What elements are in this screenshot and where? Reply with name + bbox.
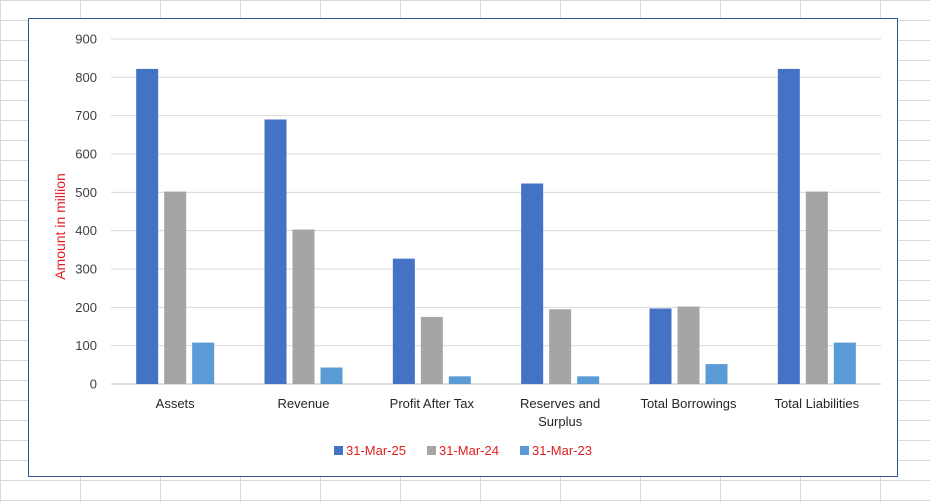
bar [192,342,215,384]
bar [677,306,700,384]
bar [805,191,828,384]
bar [577,376,600,384]
y-tick-label: 700 [75,108,97,123]
bar [136,68,159,385]
x-category-label: Revenue [277,396,329,411]
legend-label: 31-Mar-24 [439,443,499,458]
x-category-label: Profit After Tax [390,396,475,411]
y-tick-label: 100 [75,338,97,353]
bar [833,342,856,384]
bar [649,308,672,384]
gridlines [111,38,881,385]
bar [264,119,287,384]
bar [521,183,544,384]
legend-swatch [427,446,436,455]
bar [549,309,572,384]
y-axis-label: Amount in million [52,173,68,280]
bar [777,68,800,385]
x-category-label: Reserves and Surplus [520,396,600,429]
y-tick-label: 800 [75,70,97,85]
x-category-label: Assets [156,396,196,411]
x-category-label: Total Liabilities [775,396,860,411]
bar [392,258,415,384]
x-axis-categories: Assets Revenue Profit After Tax Reserves an… [156,396,860,429]
chart-area: 0 100 200 300 400 500 600 700 800 900 Assets Reven… [28,18,898,477]
legend-swatch [520,446,529,455]
legend-swatch [334,446,343,455]
legend-label: 31-Mar-23 [532,443,592,458]
bar [420,316,443,384]
y-tick-label: 900 [75,32,97,47]
bar [320,367,343,384]
y-tick-label: 300 [75,262,97,277]
bar [164,191,187,384]
legend: 31-Mar-25 31-Mar-24 31-Mar-23 [334,443,592,458]
bar [705,364,728,384]
y-tick-label: 200 [75,300,97,315]
x-category-label: Total Borrowings [640,396,737,411]
y-tick-label: 400 [75,223,97,238]
y-tick-label: 600 [75,147,97,162]
chart-svg: 0 100 200 300 400 500 600 700 800 900 Assets Reven… [52,32,881,458]
y-axis-ticks: 0 100 200 300 400 500 600 700 800 900 [75,32,97,392]
bar [292,229,315,384]
y-tick-label: 0 [90,377,97,392]
legend-label: 31-Mar-25 [346,443,406,458]
y-tick-label: 500 [75,185,97,200]
bar [448,376,471,384]
bars [136,68,856,385]
